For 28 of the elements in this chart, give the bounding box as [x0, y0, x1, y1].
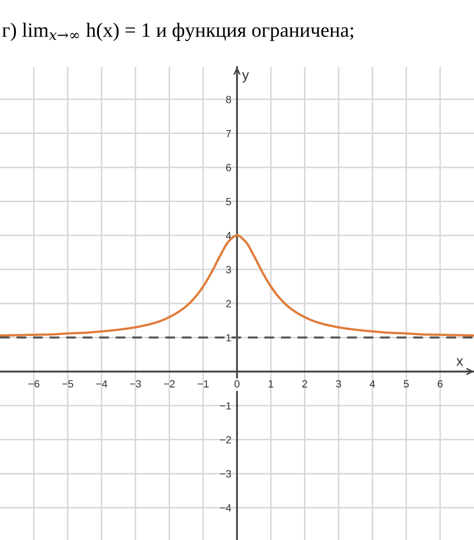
x-tick-label: 2: [302, 380, 308, 388]
y-tick-label: 3: [226, 266, 231, 274]
y-tick-label: −1: [220, 402, 231, 410]
x-tick-label: 1: [268, 380, 274, 388]
x-tick-label: −5: [62, 380, 74, 388]
y-tick-label: 5: [226, 198, 232, 206]
y-tick-label: 8: [226, 96, 231, 104]
y-tick-label: 4: [226, 232, 232, 240]
y-axis-title: y: [242, 72, 249, 82]
x-tick-label: 3: [336, 380, 342, 388]
x-tick-label: −2: [164, 380, 175, 388]
x-tick-label: 6: [438, 380, 443, 388]
x-tick-label: −6: [28, 380, 40, 388]
y-tick-label: −4: [220, 504, 232, 512]
y-tick-label: 1: [226, 334, 231, 342]
y-tick-label: 2: [226, 300, 231, 308]
x-tick-label: 5: [404, 380, 409, 388]
y-tick-label: −2: [220, 436, 231, 444]
x-tick-label: 0: [234, 380, 240, 388]
x-tick-label: −1: [198, 380, 209, 388]
x-tick-label: −4: [96, 380, 108, 388]
x-tick-label: 4: [370, 380, 376, 388]
x-tick-label: −3: [130, 380, 141, 388]
y-tick-label: −3: [220, 470, 231, 478]
y-tick-label: 7: [226, 130, 231, 138]
x-axis-title: x: [456, 358, 464, 366]
y-tick-label: 6: [226, 164, 231, 172]
chart-title: г) lim$_{x→∞}$ h(x) = 1 и функция ограничена;: [2, 22, 354, 42]
